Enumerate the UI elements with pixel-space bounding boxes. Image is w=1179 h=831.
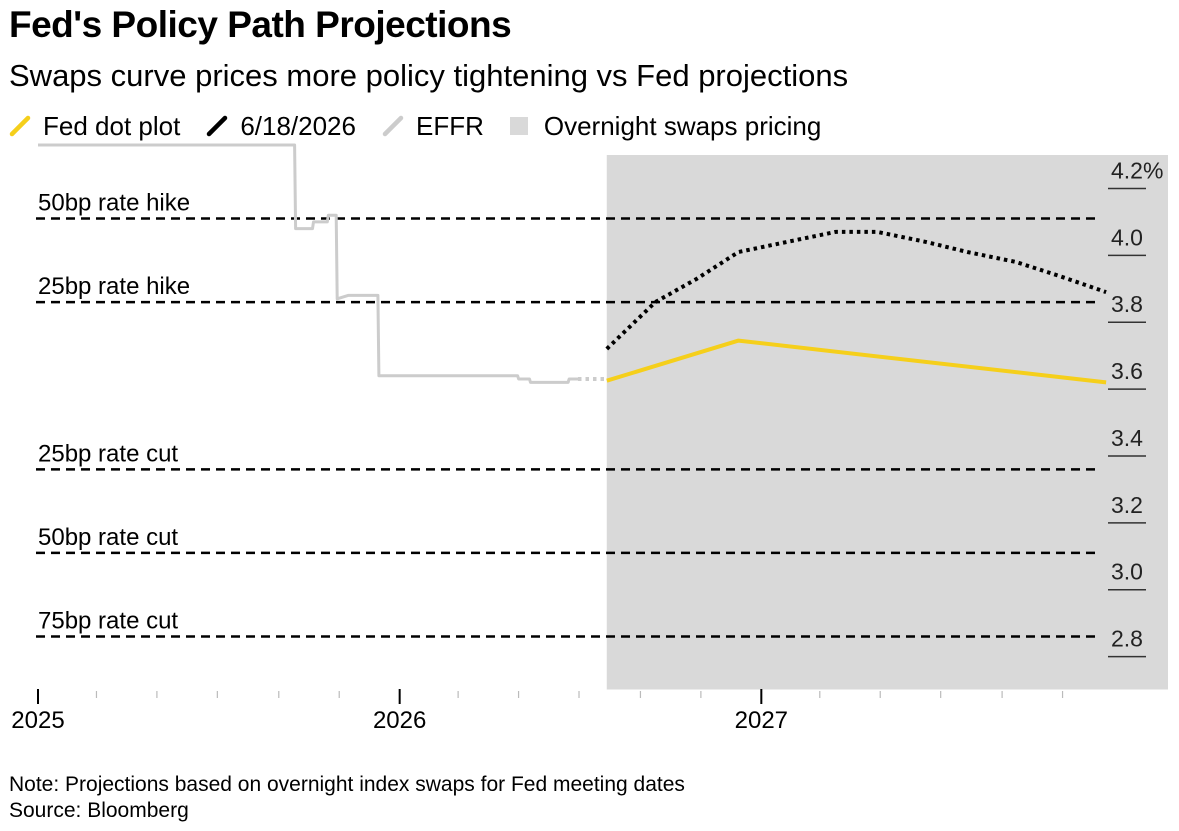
series-line-fed-dot-plot-2 (606, 338, 1107, 385)
swaps-pricing-region (606, 155, 1168, 690)
x-tick-label-1: 2026 (373, 707, 426, 734)
legend-label-fed-dot-plot: Fed dot plot (43, 110, 181, 141)
reference-line-label-3: 50bp rate cut (38, 524, 178, 551)
legend-item-effr: EFFR (382, 111, 484, 142)
chart-note: Note: Projections based on overnight ind… (9, 773, 685, 796)
chart-title: Fed's Policy Path Projections (9, 4, 512, 45)
series-line-effr-0 (38, 143, 578, 384)
x-tick-label-2: 2027 (735, 707, 788, 734)
chart-footer: Note: Projections based on overnight ind… (9, 772, 685, 824)
reference-line-label-0: 50bp rate hike (38, 190, 190, 217)
chart-subtitle: Swaps curve prices more policy tightenin… (9, 58, 849, 93)
y-tick-label-1: 4.0 (1111, 224, 1143, 250)
legend-label-swaps-date: 6/18/2026 (240, 110, 356, 141)
chart-source: Source: Bloomberg (9, 799, 189, 822)
legend-item-fed-dot-plot: Fed dot plot (9, 111, 180, 142)
y-tick-label-3: 3.6 (1111, 358, 1143, 384)
y-tick-label-5: 3.2 (1111, 492, 1143, 518)
series-line-6-18-2026-3 (605, 229, 1107, 351)
y-tick-label-0: 4.2% (1111, 157, 1163, 183)
legend-label-swaps-pricing: Overnight swaps pricing (543, 110, 822, 141)
reference-line-label-2: 25bp rate cut (38, 440, 178, 467)
y-tick-label-7: 2.8 (1111, 626, 1143, 652)
legend-item-swaps-pricing: Overnight swaps pricing (509, 110, 822, 142)
legend-swatch-fed-dot-plot (9, 115, 31, 137)
y-tick-label-6: 3.0 (1111, 559, 1143, 585)
reference-line-label-4: 75bp rate cut (38, 608, 178, 635)
y-tick-label-4: 3.4 (1111, 425, 1143, 451)
legend-item-swaps-date: 6/18/2026 (206, 111, 356, 142)
legend-swatch-effr (382, 115, 404, 137)
x-tick-label-0: 2025 (11, 707, 64, 734)
reference-line-label-1: 25bp rate hike (38, 273, 190, 300)
legend: Fed dot plot 6/18/2026 EFFR Overnight sw… (9, 110, 847, 142)
legend-swatch-swaps-pricing (509, 117, 528, 135)
legend-label-effr: EFFR (415, 110, 484, 141)
y-tick-label-2: 3.8 (1111, 291, 1143, 317)
legend-swatch-swaps-date (207, 115, 228, 137)
